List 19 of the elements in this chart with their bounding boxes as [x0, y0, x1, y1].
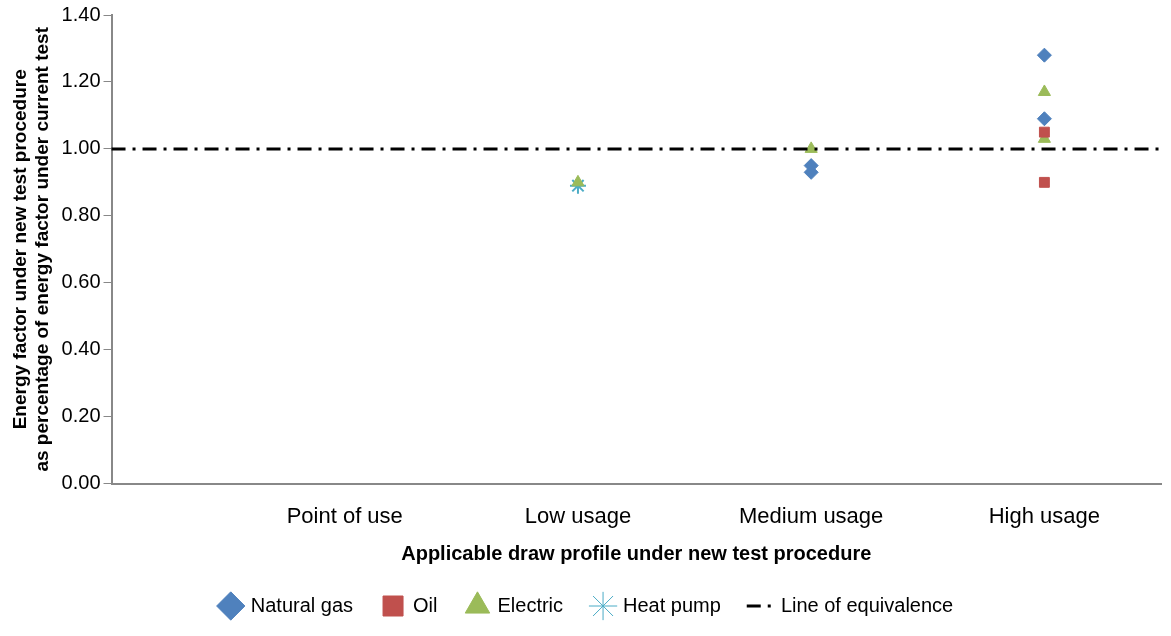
- y-tick-label: 0.20: [61, 404, 101, 427]
- legend-label: Natural gas: [250, 593, 354, 616]
- y-tick-label: 0.40: [61, 337, 101, 360]
- x-tick-label: High usage: [988, 502, 1101, 528]
- x-tick-label: Low usage: [524, 502, 632, 528]
- y-tick-label: 0.00: [61, 471, 101, 494]
- legend-label: Oil: [413, 593, 438, 616]
- y-tick-label: 1.00: [61, 136, 101, 159]
- y-tick-label: 0.80: [61, 203, 101, 226]
- y-tick-label: 1.20: [61, 69, 101, 92]
- y-tick-label: 1.40: [61, 2, 101, 25]
- y-axis-title: Energy factor under new test procedure as percentage of energy factor under current test: [8, 26, 53, 472]
- x-axis-title: Applicable draw profile under new test procedure: [401, 541, 872, 564]
- y-tick-label: 0.60: [61, 270, 101, 293]
- x-tick-label: Medium usage: [739, 502, 884, 528]
- legend-label: Electric: [497, 593, 564, 616]
- legend-label: Heat pump: [623, 593, 721, 616]
- x-tick-label: Point of use: [286, 502, 403, 528]
- legend-label: Line of equivalence: [780, 593, 954, 616]
